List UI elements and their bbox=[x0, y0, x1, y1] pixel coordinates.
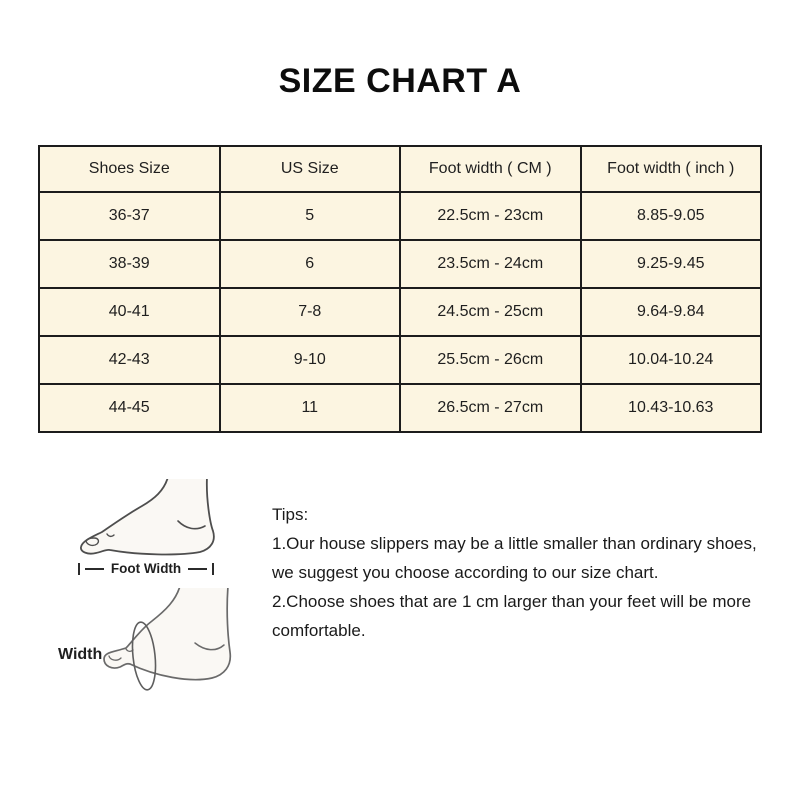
header-foot-width-cm: Foot width ( CM ) bbox=[399, 145, 582, 193]
cell-foot-width-cm: 25.5cm - 26cm bbox=[399, 335, 582, 385]
cell-foot-width-cm: 23.5cm - 24cm bbox=[399, 239, 582, 289]
size-chart-table: Shoes Size US Size Foot width ( CM ) Foo… bbox=[38, 145, 762, 433]
foot-width-measure: Foot Width bbox=[78, 561, 215, 576]
foot-girth-figure bbox=[100, 585, 235, 698]
measure-right-tick bbox=[212, 562, 215, 575]
cell-foot-width-inch: 8.85-9.05 bbox=[579, 191, 762, 241]
measure-right-line bbox=[188, 567, 208, 570]
girth-ellipse bbox=[131, 621, 157, 691]
foot-side-view-figure: Foot Width bbox=[78, 479, 218, 576]
cell-us-size: 7-8 bbox=[218, 287, 401, 337]
tips-block: Tips: 1.Our house slippers may be a litt… bbox=[272, 500, 782, 645]
foot-side-view-icon bbox=[80, 479, 215, 556]
table-row: 36-37 5 22.5cm - 23cm 8.85-9.05 bbox=[38, 191, 762, 241]
measure-left-tick bbox=[78, 562, 80, 575]
table-row: 44-45 11 26.5cm - 27cm 10.43-10.63 bbox=[38, 383, 762, 433]
table-row: 38-39 6 23.5cm - 24cm 9.25-9.45 bbox=[38, 239, 762, 289]
cell-us-size: 5 bbox=[218, 191, 401, 241]
cell-shoes-size: 44-45 bbox=[38, 383, 221, 433]
cell-shoes-size: 40-41 bbox=[38, 287, 221, 337]
header-foot-width-inch: Foot width ( inch ) bbox=[579, 145, 762, 193]
cell-us-size: 11 bbox=[218, 383, 401, 433]
cell-us-size: 6 bbox=[218, 239, 401, 289]
table-row: 42-43 9-10 25.5cm - 26cm 10.04-10.24 bbox=[38, 335, 762, 385]
tip-2: 2.Choose shoes that are 1 cm larger than… bbox=[272, 592, 752, 640]
foot-width-label: Foot Width bbox=[110, 561, 182, 576]
foot-girth-icon bbox=[103, 585, 232, 691]
cell-foot-width-inch: 9.64-9.84 bbox=[579, 287, 762, 337]
table-header-row: Shoes Size US Size Foot width ( CM ) Foo… bbox=[38, 145, 762, 193]
tip-1: 1.Our house slippers may be a little sma… bbox=[272, 534, 757, 582]
cell-foot-width-inch: 10.43-10.63 bbox=[579, 383, 762, 433]
cell-us-size: 9-10 bbox=[218, 335, 401, 385]
cell-foot-width-cm: 24.5cm - 25cm bbox=[399, 287, 582, 337]
cell-foot-width-inch: 10.04-10.24 bbox=[579, 335, 762, 385]
cell-foot-width-cm: 22.5cm - 23cm bbox=[399, 191, 582, 241]
cell-shoes-size: 36-37 bbox=[38, 191, 221, 241]
cell-shoes-size: 42-43 bbox=[38, 335, 221, 385]
width-label: Width bbox=[58, 646, 103, 663]
cell-foot-width-inch: 9.25-9.45 bbox=[579, 239, 762, 289]
tips-heading: Tips: bbox=[272, 505, 309, 524]
table-row: 40-41 7-8 24.5cm - 25cm 9.64-9.84 bbox=[38, 287, 762, 337]
measure-left-line bbox=[85, 567, 104, 570]
cell-shoes-size: 38-39 bbox=[38, 239, 221, 289]
header-shoes-size: Shoes Size bbox=[38, 145, 221, 193]
page-title: SIZE CHART A bbox=[278, 62, 522, 100]
header-us-size: US Size bbox=[218, 145, 401, 193]
cell-foot-width-cm: 26.5cm - 27cm bbox=[399, 383, 582, 433]
